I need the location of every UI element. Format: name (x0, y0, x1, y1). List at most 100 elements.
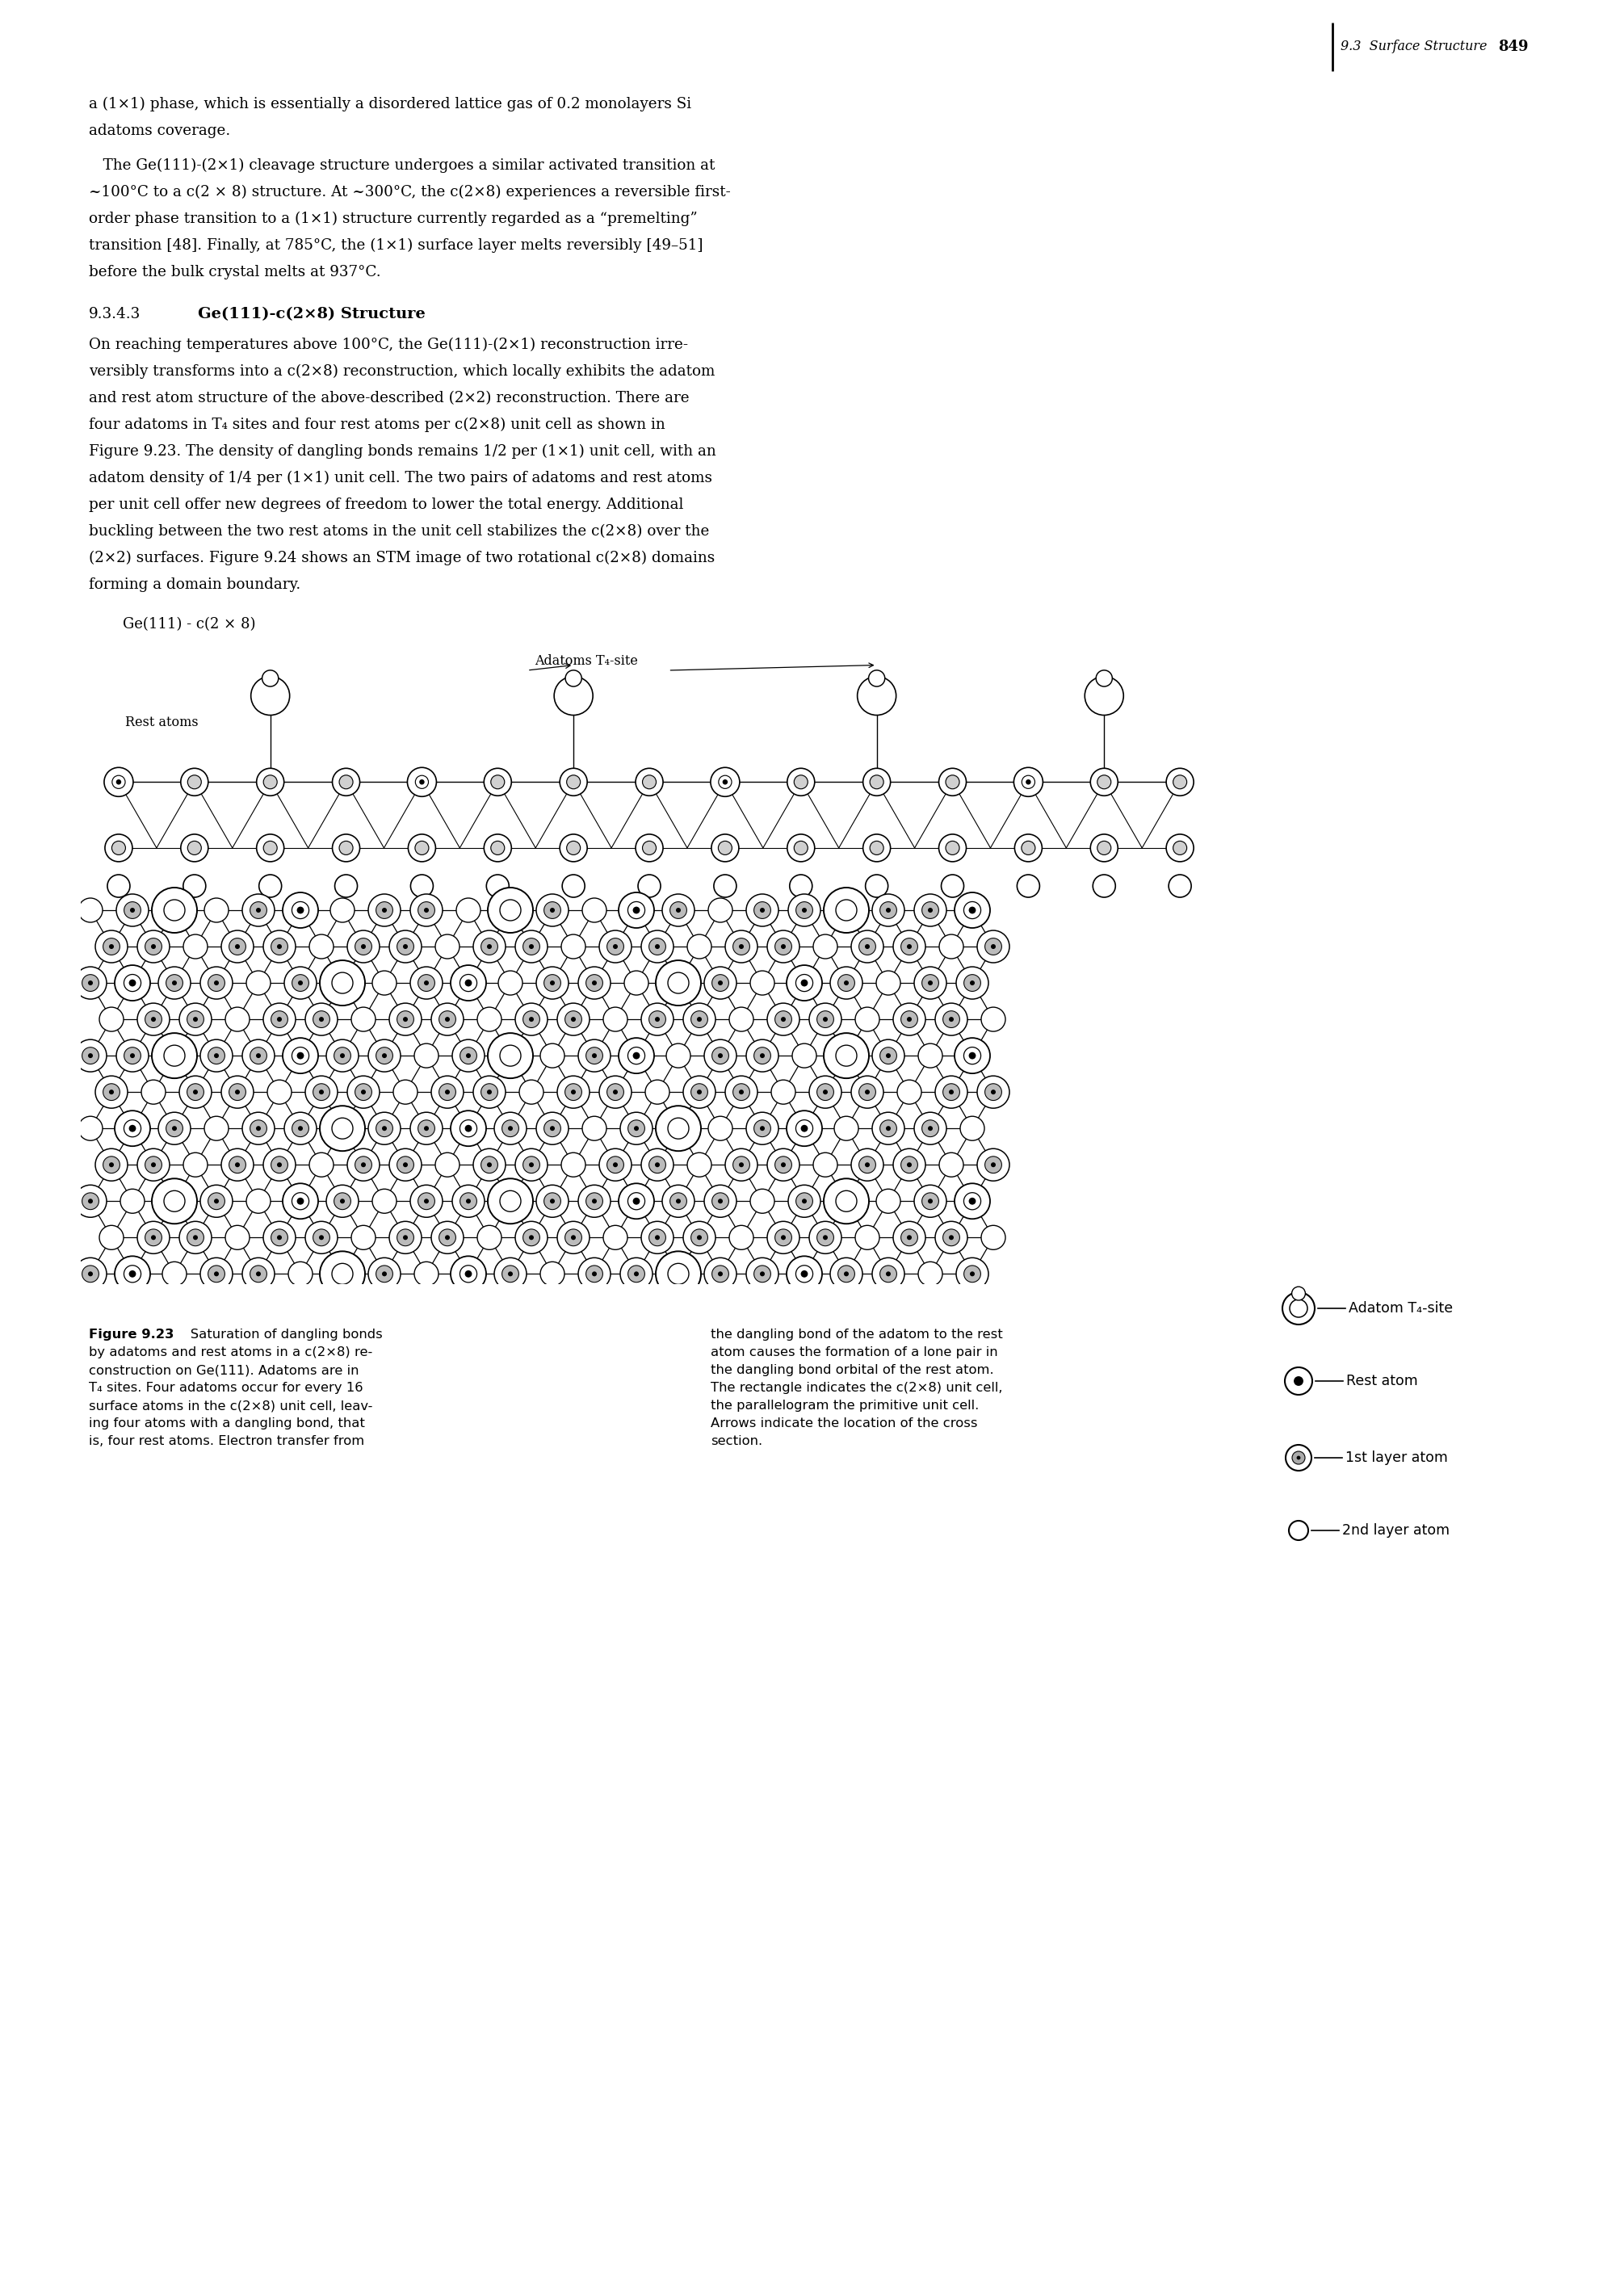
Circle shape (726, 931, 757, 963)
Circle shape (612, 945, 617, 950)
Circle shape (78, 899, 102, 922)
Circle shape (801, 1126, 807, 1133)
Circle shape (650, 1229, 666, 1247)
Circle shape (456, 899, 481, 922)
Circle shape (775, 1229, 793, 1247)
Circle shape (356, 938, 372, 954)
Circle shape (562, 1153, 586, 1176)
Circle shape (654, 1016, 659, 1023)
Circle shape (313, 1085, 330, 1101)
Circle shape (869, 670, 885, 686)
Circle shape (711, 766, 739, 796)
Circle shape (567, 776, 580, 789)
Circle shape (112, 776, 125, 789)
Circle shape (200, 968, 232, 1000)
Circle shape (263, 1222, 296, 1254)
Circle shape (885, 1126, 890, 1130)
Circle shape (754, 1048, 771, 1064)
Text: 9.3.4.3: 9.3.4.3 (89, 307, 141, 320)
Circle shape (184, 874, 206, 897)
Circle shape (473, 931, 505, 963)
Circle shape (603, 1007, 627, 1032)
Circle shape (292, 1048, 309, 1064)
Circle shape (638, 874, 661, 897)
Circle shape (390, 1222, 422, 1254)
Circle shape (914, 968, 947, 1000)
Circle shape (331, 1119, 352, 1139)
Circle shape (775, 1155, 793, 1174)
Circle shape (297, 1126, 302, 1130)
Circle shape (612, 1089, 617, 1094)
Circle shape (844, 1272, 849, 1277)
Circle shape (823, 1034, 869, 1078)
Circle shape (877, 1190, 900, 1213)
Circle shape (403, 1016, 408, 1023)
Circle shape (179, 1222, 211, 1254)
Circle shape (151, 1016, 156, 1023)
Circle shape (599, 1075, 632, 1107)
Circle shape (551, 908, 555, 913)
Circle shape (628, 901, 645, 920)
Circle shape (1021, 776, 1034, 789)
Circle shape (654, 945, 659, 950)
Circle shape (536, 1185, 568, 1217)
Text: 9.3  Surface Structure: 9.3 Surface Structure (1340, 39, 1488, 53)
Circle shape (257, 1052, 261, 1057)
Circle shape (705, 1185, 737, 1217)
Circle shape (257, 835, 284, 863)
Circle shape (970, 1052, 976, 1059)
Circle shape (906, 1236, 911, 1240)
Circle shape (906, 1162, 911, 1167)
Circle shape (242, 1258, 274, 1290)
Circle shape (745, 1039, 778, 1071)
Circle shape (187, 1229, 205, 1247)
Circle shape (859, 1085, 875, 1101)
Circle shape (739, 1162, 744, 1167)
Circle shape (796, 975, 814, 991)
Text: Arrows indicate the location of the cross: Arrows indicate the location of the cros… (711, 1416, 978, 1430)
Circle shape (760, 1052, 765, 1057)
Circle shape (145, 938, 162, 954)
Circle shape (466, 1052, 471, 1057)
Circle shape (885, 1052, 890, 1057)
Circle shape (172, 1126, 177, 1130)
Circle shape (284, 968, 317, 1000)
Circle shape (292, 975, 309, 991)
Circle shape (726, 1149, 757, 1181)
Circle shape (382, 1052, 387, 1057)
Circle shape (676, 908, 680, 913)
Circle shape (781, 1162, 786, 1167)
Circle shape (567, 842, 580, 856)
Circle shape (628, 1121, 645, 1137)
Circle shape (814, 1153, 838, 1176)
Circle shape (88, 1199, 93, 1203)
Circle shape (544, 901, 560, 917)
Text: four adatoms in T₄ sites and four rest atoms per c(2×8) unit cell as shown in: four adatoms in T₄ sites and four rest a… (89, 416, 666, 432)
Circle shape (289, 1261, 312, 1286)
Circle shape (557, 1222, 590, 1254)
Text: the parallelogram the primitive unit cell.: the parallelogram the primitive unit cel… (711, 1400, 979, 1412)
Circle shape (927, 1199, 932, 1203)
Text: buckling between the two rest atoms in the unit cell stabilizes the c(2×8) over : buckling between the two rest atoms in t… (89, 524, 710, 540)
Circle shape (75, 968, 107, 1000)
Circle shape (138, 931, 169, 963)
Circle shape (151, 1162, 156, 1167)
Circle shape (313, 1011, 330, 1027)
Circle shape (158, 1112, 190, 1144)
Circle shape (179, 1075, 211, 1107)
Circle shape (164, 1046, 185, 1066)
Circle shape (361, 945, 365, 950)
Circle shape (372, 1190, 396, 1213)
Circle shape (109, 945, 114, 950)
Circle shape (188, 776, 201, 789)
Circle shape (838, 1265, 854, 1281)
Circle shape (551, 1199, 555, 1203)
Circle shape (145, 1011, 162, 1027)
Circle shape (229, 1085, 245, 1101)
Circle shape (927, 1126, 932, 1130)
Circle shape (745, 1258, 778, 1290)
Circle shape (893, 1149, 926, 1181)
Circle shape (382, 908, 387, 913)
Circle shape (984, 938, 1002, 954)
Circle shape (1090, 835, 1117, 863)
